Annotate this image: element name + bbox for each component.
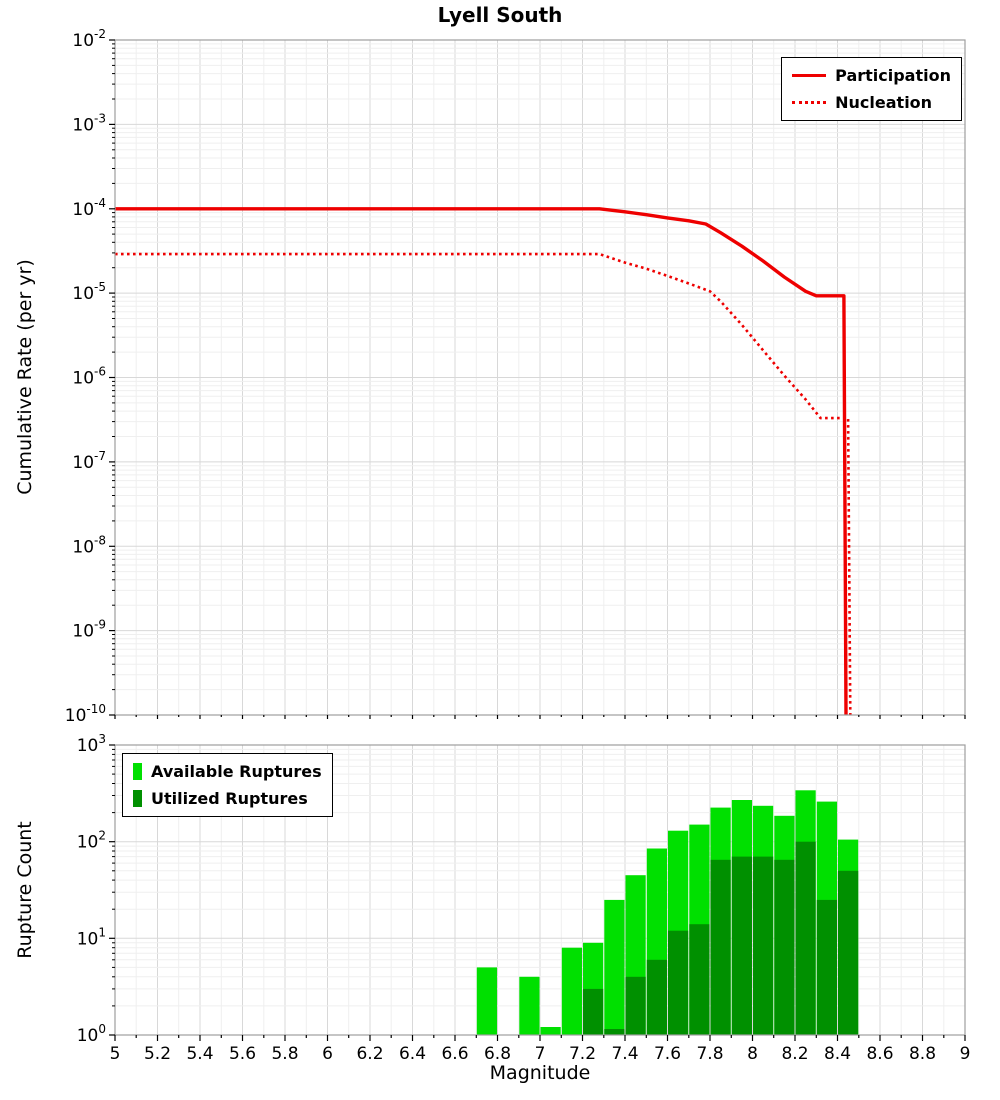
y-tick-label: 103 xyxy=(77,732,106,756)
y-tick-label: 102 xyxy=(77,829,106,853)
top-y-axis-label: Cumulative Rate (per yr) xyxy=(14,259,36,495)
x-axis-label: Magnitude xyxy=(489,1062,591,1084)
x-tick-label: 8.4 xyxy=(824,1044,851,1064)
utilized-bar xyxy=(816,899,837,1035)
y-tick-label: 10-10 xyxy=(65,702,106,726)
y-tick-label: 101 xyxy=(77,925,106,949)
x-tick-label: 8.6 xyxy=(866,1044,893,1064)
x-tick-label: 5 xyxy=(110,1044,121,1064)
y-tick-label: 100 xyxy=(77,1022,106,1046)
y-tick-label: 10-9 xyxy=(72,618,106,642)
utilized-bar xyxy=(710,859,731,1035)
x-tick-label: 6.4 xyxy=(399,1044,426,1064)
utilized-bar xyxy=(689,924,710,1035)
available-bar xyxy=(476,967,497,1035)
utilized-bar xyxy=(731,856,752,1035)
y-tick-label: 10-4 xyxy=(72,196,106,220)
available-bar xyxy=(561,947,582,1035)
available-ruptures-sample xyxy=(133,763,142,780)
legend-entry-available: Available Ruptures xyxy=(133,758,322,785)
utilized-bar xyxy=(795,841,816,1035)
y-tick-label: 10-7 xyxy=(72,449,106,473)
axis-ticks: 5 5.2 5.4 5.6 5.8 6 6.2 6.4 6.6 6.8 7 7.2 7.4 7.6 7.8 8… xyxy=(65,27,971,1064)
legend-entry-utilized: Utilized Ruptures xyxy=(133,785,322,812)
x-tick-label: 7.6 xyxy=(654,1044,681,1064)
x-tick-label: 7.2 xyxy=(569,1044,596,1064)
participation-line xyxy=(115,207,848,716)
x-tick-label: 6 xyxy=(322,1044,333,1064)
utilized-ruptures-sample xyxy=(133,790,142,807)
x-tick-label: 5.8 xyxy=(271,1044,298,1064)
legend-label-utilized: Utilized Ruptures xyxy=(151,789,308,808)
legend-entry-nucleation: Nucleation xyxy=(792,89,951,116)
legend-entry-participation: Participation xyxy=(792,62,951,89)
x-tick-label: 9 xyxy=(960,1044,971,1064)
utilized-bar xyxy=(583,988,604,1035)
utilized-bar xyxy=(646,959,667,1035)
legend-rates: Participation Nucleation xyxy=(781,57,962,121)
x-tick-label: 5.2 xyxy=(144,1044,171,1064)
x-tick-label: 6.6 xyxy=(441,1044,468,1064)
y-tick-label: 10-3 xyxy=(72,111,106,135)
utilized-bar xyxy=(604,1029,625,1035)
nucleation-line-sample xyxy=(792,101,827,104)
legend-label-available: Available Ruptures xyxy=(151,762,322,781)
utilized-bar xyxy=(774,859,795,1035)
utilized-bar xyxy=(625,976,646,1035)
x-tick-label: 6.2 xyxy=(356,1044,383,1064)
x-tick-label: 8.2 xyxy=(781,1044,808,1064)
y-tick-label: 10-6 xyxy=(72,365,106,389)
y-tick-label: 10-5 xyxy=(72,280,106,304)
legend-ruptures: Available Ruptures Utilized Ruptures xyxy=(122,753,333,817)
utilized-bar xyxy=(838,870,859,1035)
x-tick-label: 7.8 xyxy=(696,1044,723,1064)
bottom-y-axis-label: Rupture Count xyxy=(14,821,36,959)
x-tick-label: 7 xyxy=(535,1044,546,1064)
x-tick-label: 8 xyxy=(747,1044,758,1064)
x-tick-label: 8.8 xyxy=(909,1044,936,1064)
legend-label-nucleation: Nucleation xyxy=(835,93,933,112)
y-tick-label: 10-8 xyxy=(72,533,106,557)
x-tick-label: 5.6 xyxy=(229,1044,256,1064)
x-tick-label: 5.4 xyxy=(186,1044,213,1064)
legend-label-participation: Participation xyxy=(835,66,951,85)
chart-title: Lyell South xyxy=(437,3,563,27)
participation-line-sample xyxy=(792,74,827,77)
available-bar xyxy=(519,976,540,1035)
rate-panel-grid xyxy=(114,39,966,716)
utilized-bar xyxy=(668,930,689,1035)
x-tick-label: 7.4 xyxy=(611,1044,638,1064)
utilized-bar xyxy=(753,856,774,1035)
x-tick-label: 6.8 xyxy=(484,1044,511,1064)
y-tick-label: 10-2 xyxy=(72,27,106,51)
available-bar xyxy=(540,1027,561,1035)
rate-panel xyxy=(114,39,966,716)
available-bar xyxy=(604,899,625,1035)
